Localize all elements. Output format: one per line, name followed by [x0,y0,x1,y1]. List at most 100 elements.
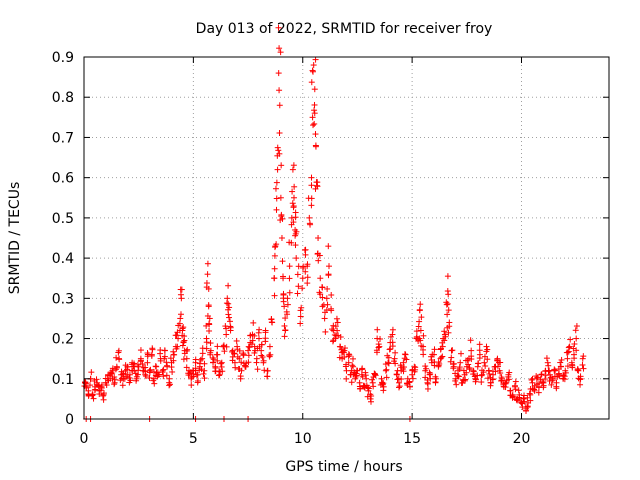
data-point [527,391,534,398]
data-point [484,375,491,382]
data-point [521,392,528,399]
data-point [312,56,319,63]
data-point [484,356,491,363]
data-point [271,252,278,259]
data-point [483,348,490,355]
data-point [151,380,158,387]
data-point [210,356,217,363]
data-point [149,346,156,353]
data-point [431,351,437,358]
data-point [86,382,93,389]
data-point [163,372,170,379]
data-point [246,344,253,351]
data-point [284,295,291,302]
data-point [317,291,324,298]
data-point [144,359,151,366]
data-point [486,370,493,377]
data-point [383,374,390,381]
data-point [146,374,153,381]
data-point [240,352,247,359]
data-point [471,373,478,380]
data-point [310,62,317,69]
data-point [478,372,485,379]
data-point [527,397,534,404]
data-point [580,353,587,360]
data-point [319,303,326,310]
data-point [321,315,328,322]
data-point [294,271,301,278]
data-point [262,335,269,342]
data-point [214,343,221,350]
data-point [316,252,323,259]
data-point [396,384,403,391]
data-point [546,371,553,378]
data-point [392,360,399,367]
data-point [474,360,481,367]
data-point [310,68,317,75]
data-point [328,292,335,299]
data-point [275,147,282,154]
data-point [332,323,339,330]
data-point [556,373,563,380]
data-point [212,364,219,371]
data-point [272,185,279,192]
data-point [572,327,579,334]
data-point [389,326,396,333]
data-point [233,337,240,344]
data-point [238,367,245,374]
data-point [398,376,405,383]
data-point [512,378,519,385]
data-point [282,315,289,322]
data-point [225,311,232,318]
data-point [205,302,212,309]
data-point [377,335,384,342]
data-point [444,288,451,295]
data-point [545,362,552,369]
data-point [298,304,305,311]
data-point [308,202,315,209]
x-axis-label: GPS time / hours [285,459,402,475]
data-point [378,375,385,382]
data-point [278,162,285,169]
data-point [352,373,359,380]
data-point [142,368,149,375]
data-point [256,335,262,342]
data-point [217,360,224,367]
data-point [281,333,288,340]
data-point [431,346,438,353]
data-point [380,380,387,387]
data-point [349,362,356,369]
data-point [275,24,282,31]
data-point [452,377,459,384]
x-tick-label: 0 [80,431,89,447]
data-point [258,352,265,359]
data-point [370,383,377,390]
data-point [245,347,252,354]
x-tick-label: 15 [403,431,421,447]
data-point [409,375,416,382]
data-point [177,315,184,322]
data-point [279,215,286,222]
data-point [443,301,450,308]
data-point [163,359,170,366]
data-point [273,195,280,202]
data-point [573,347,580,354]
data-point [362,372,369,379]
data-point [546,367,553,374]
data-point [289,200,296,207]
data-point [341,345,348,352]
data-point [237,375,244,382]
data-point [275,70,282,77]
data-point [273,241,280,248]
data-point [89,392,96,399]
data-point [332,335,339,342]
data-point [444,300,451,307]
data-point [506,369,513,376]
data-point [100,396,107,403]
data-point [312,143,319,150]
data-point [194,377,201,384]
data-point [468,347,475,354]
data-point [348,379,355,386]
data-point [168,364,175,371]
data-point [299,275,306,282]
